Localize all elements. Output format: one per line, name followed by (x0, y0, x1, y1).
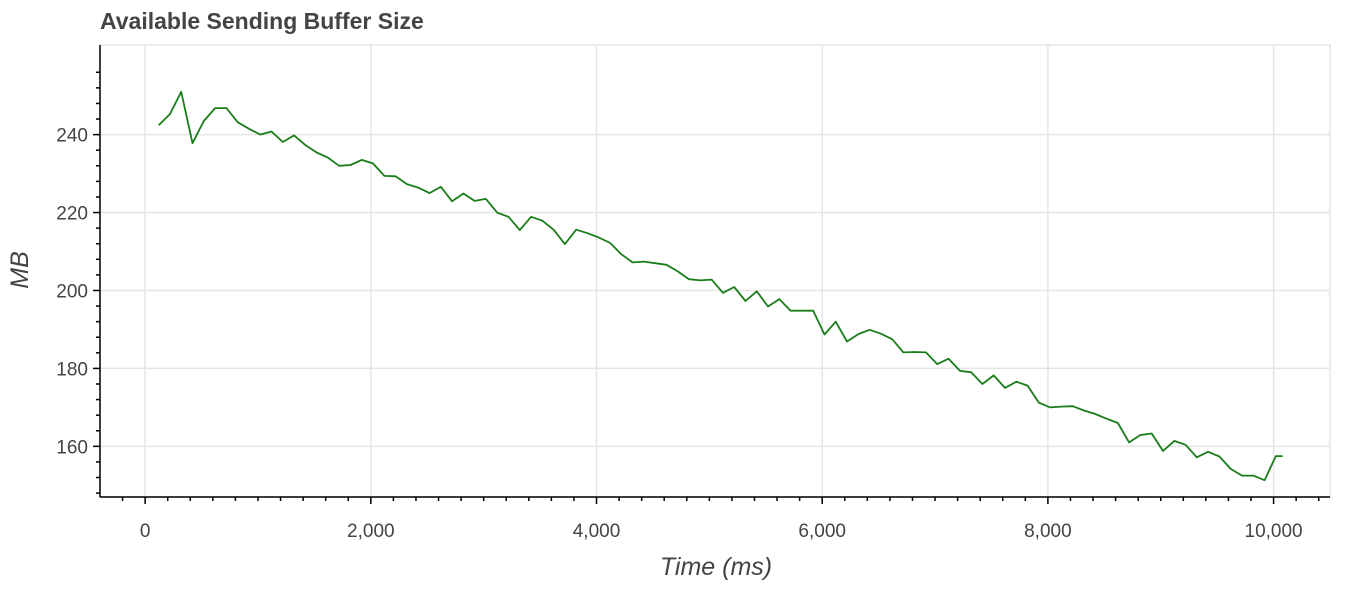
y-tick-label: 160 (56, 437, 88, 458)
series-group (158, 90, 1283, 482)
y-tick-label: 180 (56, 359, 88, 380)
x-tick-label: 6,000 (798, 521, 846, 542)
y-axis-label: MB (6, 251, 34, 289)
x-tick-label: 0 (140, 521, 151, 542)
x-tick-label: 4,000 (573, 521, 621, 542)
grid (99, 44, 1331, 498)
series-line (158, 90, 1283, 482)
x-axis-label: Time (ms) (660, 553, 772, 581)
x-tick-label: 8,000 (1024, 521, 1072, 542)
plot-frame (99, 44, 1331, 498)
x-tick-label: 2,000 (347, 521, 395, 542)
y-tick-label: 240 (56, 126, 88, 147)
chart-title: Available Sending Buffer Size (100, 8, 424, 34)
y-tick-label: 220 (56, 204, 88, 225)
x-tick-label: 10,000 (1245, 521, 1303, 542)
y-tick-label: 200 (56, 281, 88, 302)
axes: 0 2,000 4,000 6,000 8,000 10,000 160 180 200 220 2… (56, 45, 1330, 542)
